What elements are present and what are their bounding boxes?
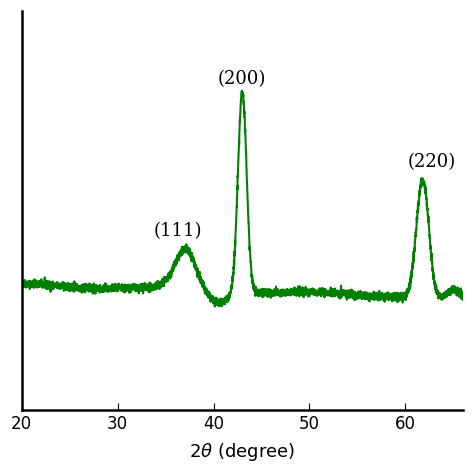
Text: (111): (111): [154, 222, 202, 240]
Text: (200): (200): [218, 70, 266, 88]
X-axis label: $2\theta$ (degree): $2\theta$ (degree): [189, 441, 295, 463]
Text: (220): (220): [408, 153, 456, 171]
